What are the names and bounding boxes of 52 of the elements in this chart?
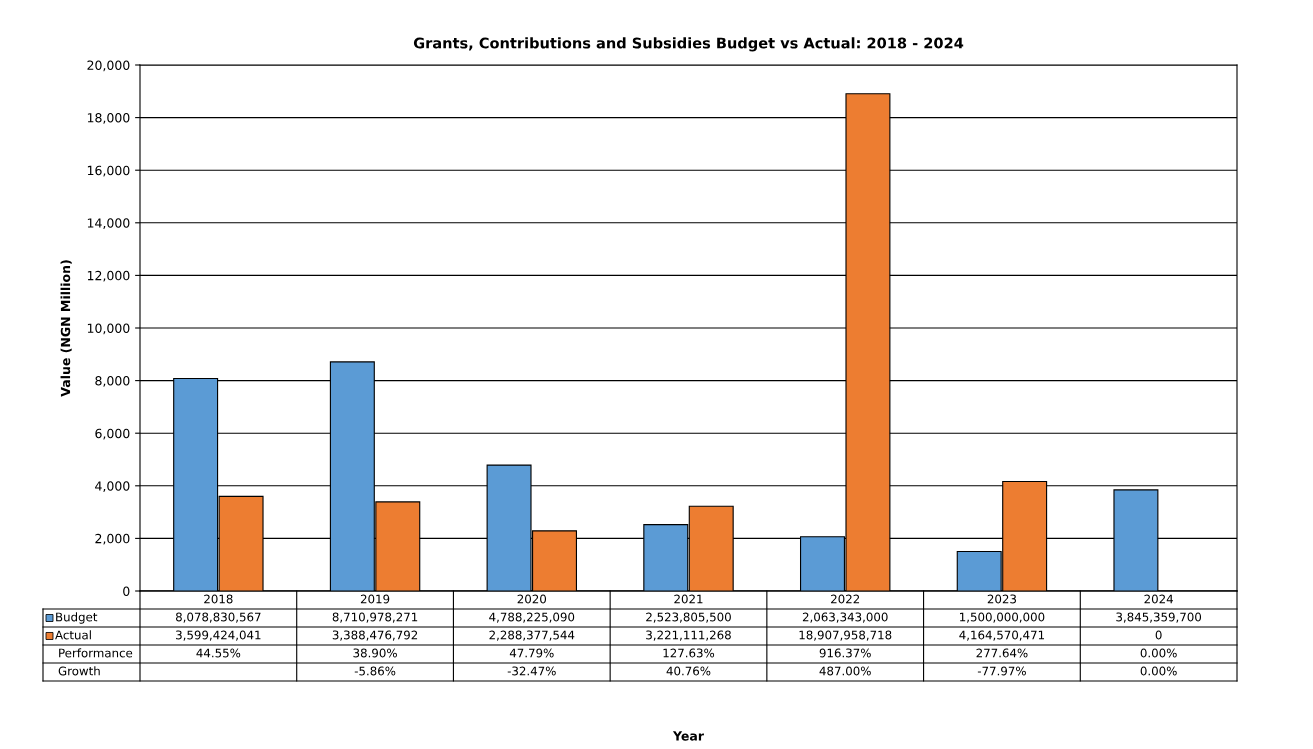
text: Year xyxy=(672,731,704,741)
text: 47.79% xyxy=(509,648,554,658)
text: 44.55% xyxy=(196,648,241,658)
y-tick-label: 16,000 xyxy=(87,165,130,177)
y-tick-label: 0 xyxy=(123,586,130,596)
text: 277.64% xyxy=(976,648,1028,658)
text: 3,221,111,268 xyxy=(646,630,731,641)
text: Performance xyxy=(59,648,133,658)
y-tick-label: 4,000 xyxy=(95,481,130,492)
y-tick-label: 20,000 xyxy=(87,60,130,72)
x-tick-label: 2024 xyxy=(1144,594,1173,604)
x-tick-label: 2021 xyxy=(674,594,703,604)
x-tick-label: 2022 xyxy=(831,594,860,604)
text: 127.63% xyxy=(663,648,715,658)
y-tick-label: 6,000 xyxy=(95,428,130,440)
legend-label: Actual xyxy=(55,630,91,640)
text: 487.00% xyxy=(819,666,871,676)
x-tick-label: 2019 xyxy=(360,594,390,604)
text: 1,500,000,000 xyxy=(960,612,1045,623)
y-tick-label: 8,000 xyxy=(95,376,130,387)
x-tick-label: 2023 xyxy=(987,594,1016,604)
text: -32.47% xyxy=(507,666,556,676)
y-axis-title: Value (NGN Million) xyxy=(60,260,72,397)
text: 4,788,225,090 xyxy=(489,612,575,623)
x-tick-label: 2020 xyxy=(517,594,547,604)
legend-label: Budget xyxy=(56,612,98,624)
y-tick-label: 12,000 xyxy=(87,270,130,282)
chart-title: Grants, Contributions and Subsidies Budget vs Actual: 2018 - 2024 xyxy=(413,37,964,52)
text: -5.86% xyxy=(354,666,396,676)
text: -77.97% xyxy=(977,666,1026,676)
text: 8,078,830,567 xyxy=(175,612,261,623)
y-tick-label: 10,000 xyxy=(87,323,130,335)
text: Growth xyxy=(58,666,100,676)
text: 2,063,343,000 xyxy=(802,612,888,623)
text: 40.76% xyxy=(666,666,711,676)
y-tick-label: 2,000 xyxy=(95,533,130,545)
text: 2,288,377,544 xyxy=(489,630,575,641)
text: 4,164,570,471 xyxy=(959,630,1045,641)
text: 18,907,958,718 xyxy=(799,630,892,641)
text: 38.90% xyxy=(353,648,397,658)
text: 916.37% xyxy=(819,648,871,658)
text: 3,845,359,700 xyxy=(1116,612,1202,623)
text: 3,599,424,041 xyxy=(176,630,261,641)
y-tick-label: 18,000 xyxy=(87,113,130,124)
text: 2,523,805,500 xyxy=(646,612,731,623)
text: 0.00% xyxy=(1140,648,1177,658)
x-tick-label: 2018 xyxy=(204,594,233,604)
text: 3,388,476,792 xyxy=(332,630,418,641)
y-tick-label: 14,000 xyxy=(87,218,130,229)
text: 0.00% xyxy=(1140,666,1177,676)
text: 0 xyxy=(1155,630,1162,640)
text: 8,710,978,271 xyxy=(332,612,418,623)
